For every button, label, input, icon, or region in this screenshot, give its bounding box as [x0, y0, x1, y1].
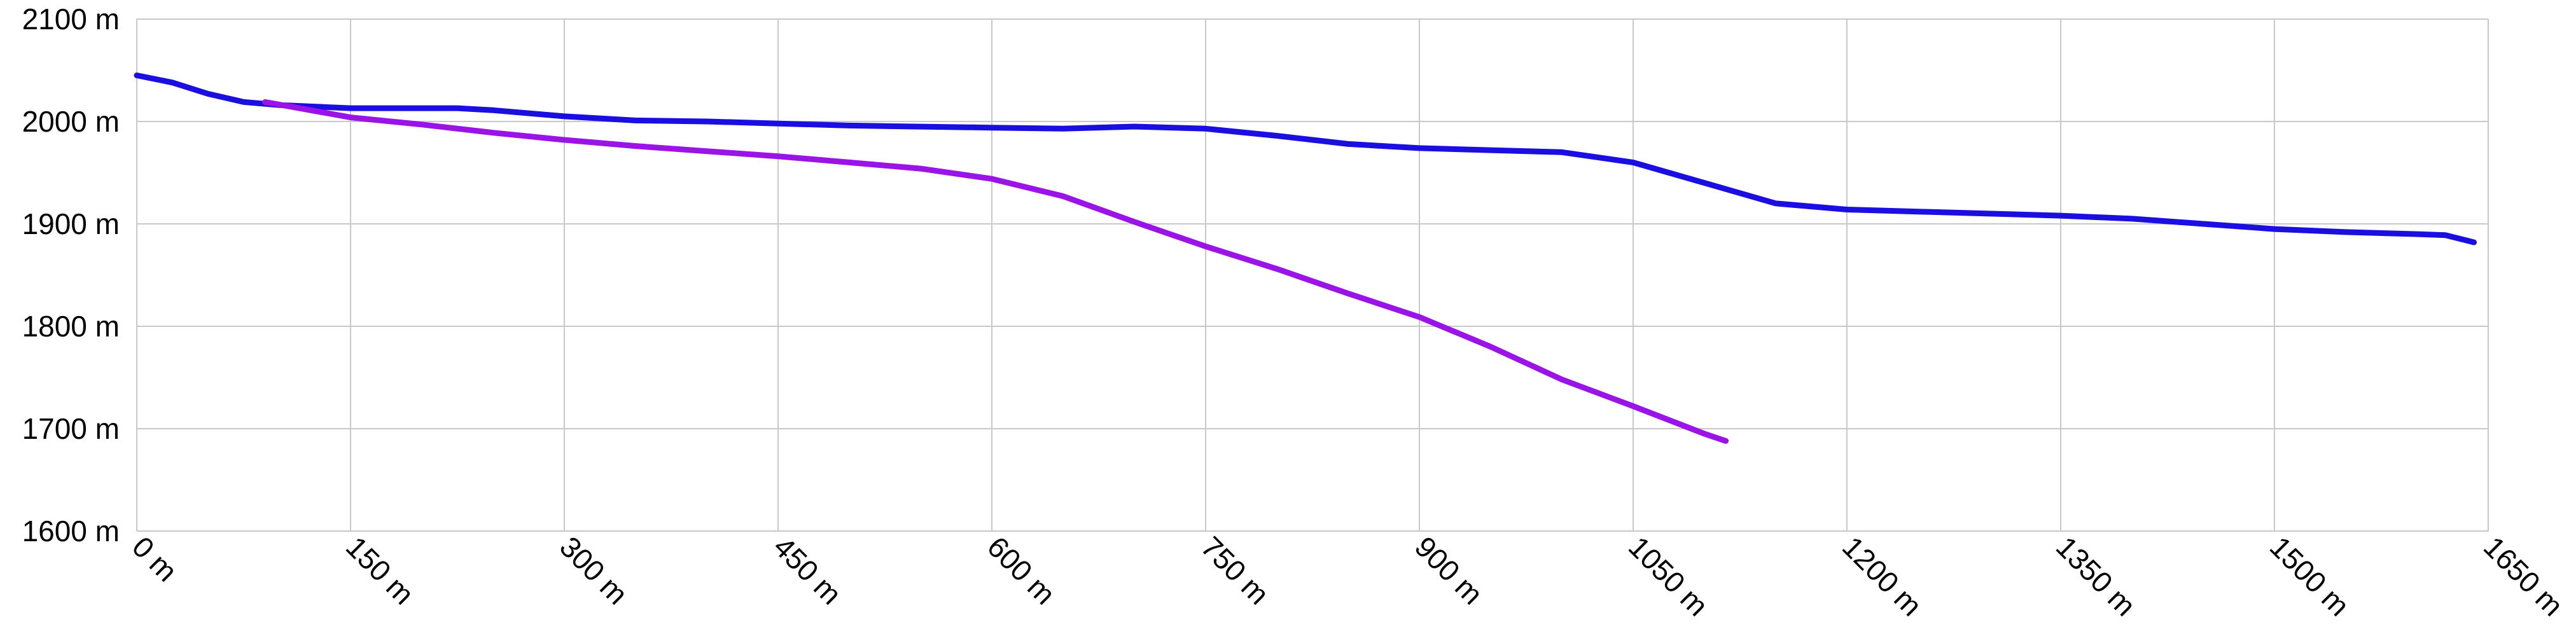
x-tick-label: 750 m: [1195, 530, 1276, 611]
x-tick-label: 600 m: [981, 530, 1062, 611]
y-tick-label: 1700 m: [22, 412, 120, 445]
y-axis-tick-labels: 1600 m 1700 m 1800 m 1900 m 2000 m 2100 m: [22, 3, 120, 548]
x-tick-label: 1650 m: [2477, 530, 2570, 622]
y-tick-label: 1900 m: [22, 207, 120, 240]
x-tick-label: 1200 m: [1836, 530, 1928, 622]
x-tick-label: 900 m: [1409, 530, 1489, 611]
x-tick-label: 1050 m: [1622, 530, 1715, 622]
x-tick-label: 300 m: [553, 530, 634, 611]
x-tick-label: 1350 m: [2050, 530, 2142, 622]
series-lines: [134, 73, 2477, 444]
x-axis-tick-labels: 0 m 150 m 300 m 450 m 600 m 750 m 900 m 1050 m 1…: [126, 530, 2570, 622]
grid: [136, 18, 2489, 532]
x-tick-label: 0 m: [126, 530, 184, 588]
series-line-1: [134, 73, 2477, 245]
x-tick-label: 150 m: [340, 530, 421, 611]
y-tick-label: 1600 m: [22, 515, 120, 548]
y-tick-label: 1800 m: [22, 310, 120, 343]
y-tick-label: 2000 m: [22, 105, 120, 138]
series-line-2: [262, 99, 1729, 444]
x-tick-label: 1500 m: [2264, 530, 2356, 622]
x-tick-label: 450 m: [767, 530, 848, 611]
y-tick-label: 2100 m: [22, 3, 120, 36]
